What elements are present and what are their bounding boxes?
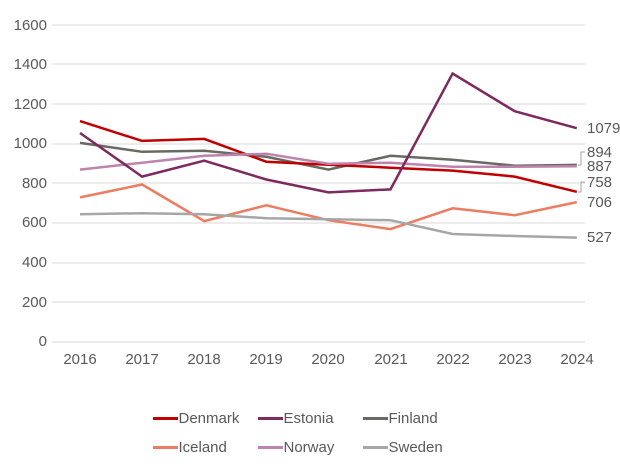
end-label-finland: 894 — [587, 144, 613, 161]
legend-swatch-norway — [257, 446, 283, 449]
legend-item-finland: Finland — [362, 404, 468, 433]
legend-label-denmark: Denmark — [178, 410, 240, 427]
legend-item-estonia: Estonia — [257, 404, 363, 433]
series-line-norway — [79, 152, 577, 171]
y-tick-label: 1400 — [13, 56, 47, 73]
x-tick-label: 2018 — [187, 351, 221, 368]
leader-denmark — [578, 181, 585, 193]
legend-swatch-iceland — [152, 446, 178, 449]
series-lines — [79, 71, 578, 239]
x-tick-label: 2024 — [560, 351, 594, 368]
series-line-denmark — [79, 119, 578, 194]
x-tick-label: 2020 — [311, 351, 345, 368]
leader-finland — [578, 151, 585, 166]
legend-swatch-sweden — [362, 446, 388, 449]
legend-item-norway: Norway — [257, 433, 363, 462]
y-tick-label: 1200 — [13, 96, 47, 113]
x-tick-label: 2022 — [436, 351, 470, 368]
series-line-finland — [79, 141, 577, 171]
legend-swatch-denmark — [152, 417, 178, 420]
x-tick-label: 2017 — [125, 351, 159, 368]
legend-label-finland: Finland — [388, 410, 438, 427]
legend-label-estonia: Estonia — [283, 410, 334, 427]
legend-item-denmark: Denmark — [152, 404, 258, 433]
legend: Denmark Estonia Finland Iceland Norway S… — [0, 404, 620, 462]
gridlines — [52, 24, 585, 343]
y-tick-label: 800 — [21, 175, 47, 192]
x-tick-label: 2019 — [249, 351, 283, 368]
legend-swatch-estonia — [257, 417, 283, 420]
series-line-estonia — [79, 71, 578, 194]
y-tick-label: 1600 — [13, 17, 47, 34]
legend-swatch-finland — [362, 417, 388, 420]
end-label-norway: 887 — [587, 158, 613, 175]
y-tick-label: 200 — [21, 294, 47, 311]
x-tick-label: 2023 — [498, 351, 532, 368]
legend-label-norway: Norway — [283, 439, 335, 456]
end-label-iceland: 706 — [587, 194, 613, 211]
end-label-estonia: 1079 — [587, 120, 620, 137]
end-label-sweden: 527 — [587, 229, 613, 246]
legend-item-sweden: Sweden — [362, 433, 468, 462]
y-tick-label: 0 — [38, 333, 47, 350]
legend-label-iceland: Iceland — [178, 439, 227, 456]
x-tick-label: 2021 — [374, 351, 408, 368]
y-tick-label: 400 — [21, 254, 47, 271]
x-tick-label: 2016 — [63, 351, 97, 368]
end-label-denmark: 758 — [587, 174, 613, 191]
legend-label-sweden: Sweden — [388, 439, 443, 456]
y-tick-label: 600 — [21, 214, 47, 231]
leader-lines — [578, 151, 585, 193]
y-tick-label: 1000 — [13, 135, 47, 152]
series-line-sweden — [79, 211, 577, 239]
legend-item-iceland: Iceland — [152, 433, 258, 462]
plot-area — [52, 24, 585, 343]
